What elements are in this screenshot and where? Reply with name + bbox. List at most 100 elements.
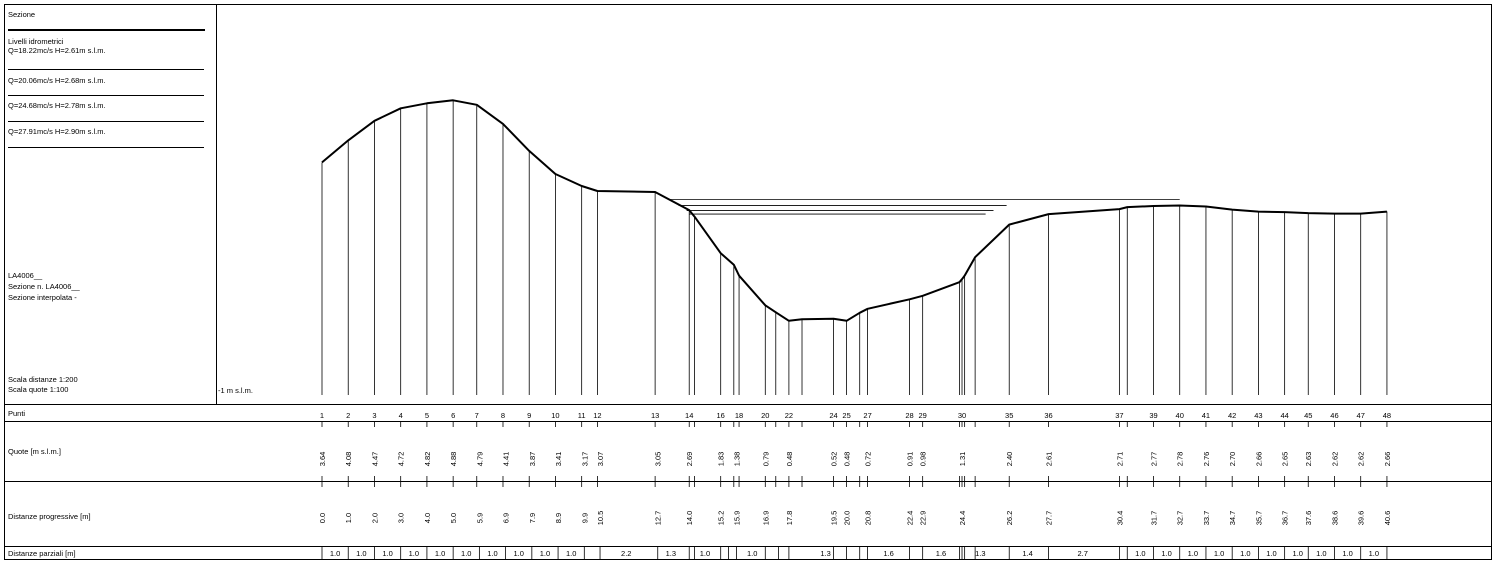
point-id-29: 29 — [918, 411, 926, 420]
quote-value-15: 1.83 — [717, 452, 726, 467]
point-id-27: 27 — [863, 411, 871, 420]
partial-value-4: 1.0 — [409, 549, 419, 558]
point-id-22: 22 — [785, 411, 793, 420]
quote-value-28: 2.77 — [1149, 452, 1158, 467]
point-id-6: 6 — [451, 411, 455, 420]
water-level-sample-1 — [8, 69, 204, 70]
quote-value-21: 0.72 — [864, 452, 873, 467]
section-code: LA4006__ — [8, 271, 43, 280]
quote-value-14: 2.69 — [685, 452, 694, 467]
point-id-12: 12 — [593, 411, 601, 420]
quote-row-border — [5, 481, 1491, 482]
legend-divider — [216, 5, 217, 404]
point-id-5: 5 — [425, 411, 429, 420]
quote-value-22: 0.91 — [906, 452, 915, 467]
progressive-value-8: 6.9 — [502, 513, 511, 523]
partial-value-23: 1.0 — [1188, 549, 1198, 558]
point-id-43: 43 — [1254, 411, 1262, 420]
progressive-value-11: 9.9 — [580, 513, 589, 523]
row-label-partial: Distanze parziali [m] — [8, 549, 76, 558]
quote-value-26: 2.61 — [1045, 452, 1054, 467]
row-label-progressive: Distanze progressive [m] — [8, 512, 91, 521]
progressive-value-4: 3.0 — [397, 513, 406, 523]
point-id-10: 10 — [551, 411, 559, 420]
quote-value-8: 4.41 — [502, 452, 511, 467]
partial-value-11: 2.2 — [621, 549, 631, 558]
quote-value-36: 2.62 — [1357, 452, 1366, 467]
point-id-24: 24 — [829, 411, 837, 420]
partial-value-25: 1.0 — [1240, 549, 1250, 558]
progressive-value-25: 26.2 — [1005, 511, 1014, 526]
water-level-label-3: Q=24.68mc/s H=2.78m s.l.m. — [8, 101, 106, 110]
quote-value-1: 3.64 — [318, 452, 327, 467]
quote-value-19: 0.52 — [829, 452, 838, 467]
quote-value-5: 4.82 — [423, 452, 432, 467]
quote-value-20: 0.48 — [843, 452, 852, 467]
quote-value-25: 2.40 — [1005, 452, 1014, 467]
section-line-sample — [8, 29, 205, 31]
partial-value-16: 1.6 — [883, 549, 893, 558]
point-id-1: 1 — [320, 411, 324, 420]
water-level-label-4: Q=27.91mc/s H=2.90m s.l.m. — [8, 127, 106, 136]
quote-value-4: 4.72 — [397, 452, 406, 467]
progressive-value-30: 33.7 — [1202, 511, 1211, 526]
quote-value-31: 2.70 — [1228, 452, 1237, 467]
quote-value-7: 4.79 — [475, 452, 484, 467]
partial-value-15: 1.3 — [820, 549, 830, 558]
progressive-value-16: 15.9 — [732, 511, 741, 526]
point-id-44: 44 — [1280, 411, 1288, 420]
progressive-value-32: 35.7 — [1254, 511, 1263, 526]
progressive-value-1: 0.0 — [318, 513, 327, 523]
progressive-value-24: 24.4 — [958, 511, 967, 526]
progressive-value-35: 38.6 — [1330, 511, 1339, 526]
quote-value-2: 4.08 — [344, 452, 353, 467]
water-levels — [668, 199, 1180, 215]
partial-value-10: 1.0 — [566, 549, 576, 558]
progressive-value-18: 17.8 — [785, 511, 794, 526]
progressive-value-13: 12.7 — [654, 511, 663, 526]
progressive-value-9: 7.9 — [528, 513, 537, 523]
water-level-sample-2 — [8, 95, 204, 96]
point-id-14: 14 — [685, 411, 693, 420]
partial-value-6: 1.0 — [461, 549, 471, 558]
partial-value-22: 1.0 — [1161, 549, 1171, 558]
point-id-42: 42 — [1228, 411, 1236, 420]
progressive-value-3: 2.0 — [370, 513, 379, 523]
progressive-value-26: 27.7 — [1045, 511, 1054, 526]
table-top-border — [5, 404, 1491, 405]
progressive-value-28: 31.7 — [1149, 511, 1158, 526]
partial-value-30: 1.0 — [1369, 549, 1379, 558]
interpolated-section: Sezione interpolata - — [8, 293, 77, 302]
point-id-39: 39 — [1149, 411, 1157, 420]
quote-value-9: 3.87 — [528, 452, 537, 467]
quote-value-34: 2.63 — [1304, 452, 1313, 467]
quote-value-11: 3.17 — [580, 452, 589, 467]
progressive-value-36: 39.6 — [1357, 511, 1366, 526]
progressive-value-15: 15.2 — [717, 511, 726, 526]
partial-value-14: 1.0 — [747, 549, 757, 558]
progressive-value-31: 34.7 — [1228, 511, 1237, 526]
quote-value-3: 4.47 — [370, 452, 379, 467]
quote-value-17: 0.79 — [761, 452, 770, 467]
progressive-row-border — [5, 546, 1491, 547]
partial-value-2: 1.0 — [356, 549, 366, 558]
partial-value-17: 1.6 — [936, 549, 946, 558]
partial-value-7: 1.0 — [487, 549, 497, 558]
row-label-heights: Quote [m s.l.m.] — [8, 447, 61, 456]
point-id-48: 48 — [1383, 411, 1391, 420]
progressive-value-37: 40.6 — [1383, 511, 1392, 526]
quote-value-32: 2.66 — [1254, 452, 1263, 467]
datum-label: -1 m s.l.m. — [218, 386, 253, 395]
terrain-profile — [321, 99, 1387, 322]
point-id-36: 36 — [1044, 411, 1052, 420]
quote-value-10: 3.41 — [554, 452, 563, 467]
point-id-20: 20 — [761, 411, 769, 420]
point-id-40: 40 — [1176, 411, 1184, 420]
point-id-7: 7 — [475, 411, 479, 420]
point-id-28: 28 — [905, 411, 913, 420]
partial-value-3: 1.0 — [382, 549, 392, 558]
profile-line — [321, 99, 1387, 322]
point-id-47: 47 — [1357, 411, 1365, 420]
progressive-value-14: 14.0 — [685, 511, 694, 526]
